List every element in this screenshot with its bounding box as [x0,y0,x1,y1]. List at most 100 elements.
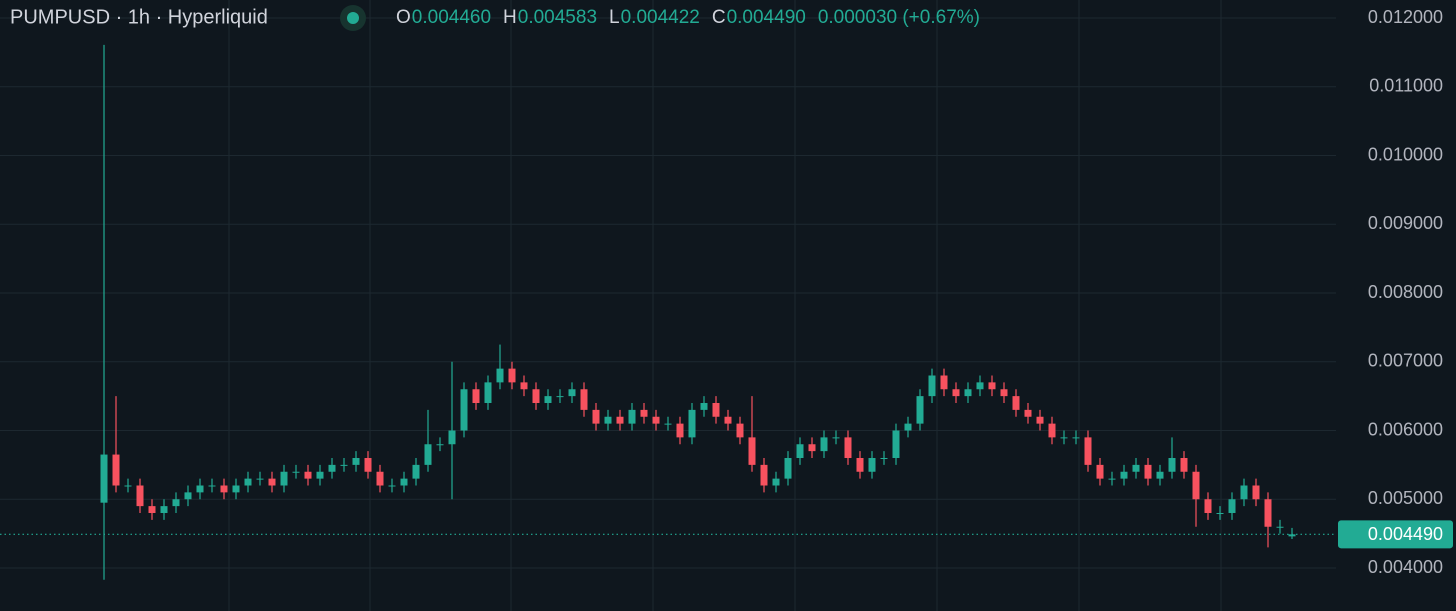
candle-body [400,478,408,486]
candle-body [472,389,480,403]
candle-body [868,458,876,472]
candle-body [496,368,504,383]
candle-body [544,396,552,403]
candle-body [220,485,228,493]
candle-body [112,454,120,486]
candle-body [520,382,528,390]
candle-body [1180,458,1188,472]
candle-body [592,409,600,424]
candle-body [820,437,828,452]
candle-body [676,423,684,438]
candle-body [1036,416,1044,424]
candle-body [904,423,912,431]
candle-body [832,437,840,439]
candle-body [1228,499,1236,513]
candle-body [760,464,768,486]
candle-body [424,444,432,465]
candle-body [1204,499,1212,513]
candle-body [1072,437,1080,439]
candle-body [484,382,492,403]
candle-body [1096,464,1104,479]
candle-body [244,478,252,486]
candle-body [160,506,168,513]
legend-key: H [503,7,517,28]
y-tick-label: 0.010000 [1368,144,1443,164]
candle-body [628,409,636,424]
candle-body [664,423,672,425]
candle-body [1060,437,1068,439]
candle-body [952,389,960,397]
candle-body [724,416,732,424]
candle-body [1132,464,1140,472]
candle-body [652,416,660,424]
candle-body [1168,458,1176,472]
status-dot [347,12,359,24]
vertical-grid [228,0,1222,611]
candle-body [412,464,420,479]
candle-body [964,389,972,397]
candle-body [280,471,288,486]
candle-body [196,485,204,493]
candle-body [1156,471,1164,479]
candle-body [736,423,744,438]
legend-value: 0.004422 [621,7,700,28]
candle-body [940,375,948,390]
candle-body [880,458,888,459]
candle-body [184,492,192,500]
candle-body [448,430,456,445]
y-tick-label: 0.004000 [1368,557,1443,577]
candle-body [208,485,216,487]
candle-body [1108,478,1116,480]
candle-body [772,478,780,486]
candle-body [136,485,144,507]
candle-body [1024,409,1032,417]
candle-body [460,389,468,431]
last-price-label: 0.004490 [1368,524,1443,544]
legend-key: O [396,7,411,28]
y-tick-label: 0.012000 [1368,7,1443,27]
candle-body [148,506,156,513]
candle-body [808,444,816,452]
candle-body [604,416,612,424]
candle-body [916,396,924,424]
candles [100,44,1296,580]
candle-body [172,499,180,507]
candle-body [1144,464,1152,479]
candle-body [784,458,792,479]
y-tick-label: 0.005000 [1368,488,1443,508]
candle-body [124,485,132,487]
candle-body [292,471,300,473]
candle-body [580,389,588,410]
y-tick-label: 0.011000 [1369,76,1443,96]
last-price-badge [1338,520,1453,549]
candle-body [304,471,312,479]
legend-key: C [712,7,726,28]
candle-body [268,478,276,486]
y-tick-label: 0.006000 [1368,419,1443,439]
candle-body [532,389,540,403]
candle-body [232,485,240,493]
candle-body [700,403,708,410]
candle-body [688,409,696,438]
candle-body [436,444,444,446]
candle-body [1276,526,1284,528]
candle-body [556,396,564,398]
candle-body [340,464,348,466]
candle-body [1288,534,1296,537]
legend-value: 0.004490 [727,7,806,28]
candle-body [796,444,804,458]
header: PUMPUSD · 1h · Hyperliquid O 0.004460 H 0.0… [10,5,980,31]
candle-body [712,403,720,417]
candle-body [1252,485,1260,500]
candle-body [988,382,996,390]
candle-body [1012,396,1020,410]
candle-body [1084,437,1092,465]
candle-body [1048,423,1056,438]
candle-body [1000,389,1008,397]
candle-body [616,416,624,424]
candle-body [844,437,852,458]
y-tick-label: 0.008000 [1368,282,1443,302]
